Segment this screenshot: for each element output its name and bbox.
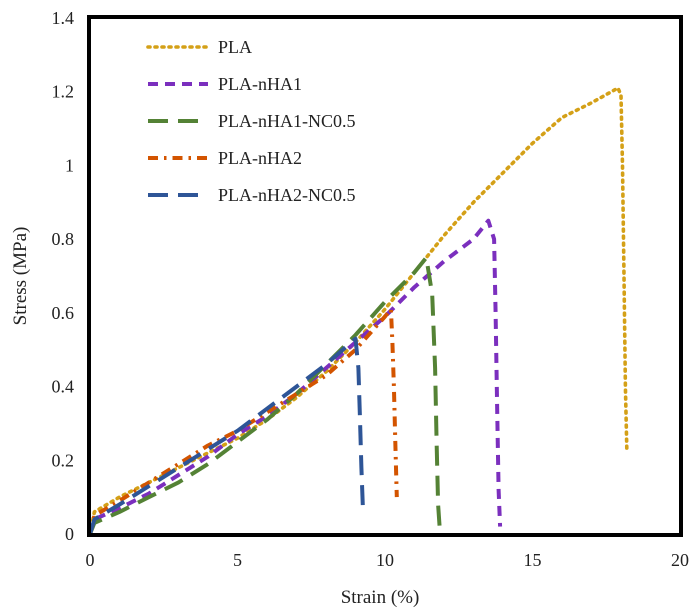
legend: PLA PLA-nHA1 PLA-nHA1-NC0.5 PLA-nHA2 PLA-nHA… — [146, 37, 356, 205]
series-layer — [88, 86, 629, 536]
legend-label: PLA-nHA1-NC0.5 — [218, 111, 356, 131]
x-axis-title: Strain (%) — [341, 587, 420, 608]
y-tick-label: 0.6 — [52, 303, 75, 323]
y-tick-label: 0.4 — [52, 377, 75, 397]
legend-label: PLA-nHA2 — [218, 148, 302, 168]
legend-label: PLA-nHA2-NC0.5 — [218, 185, 356, 205]
series-line-pla-nha2-nc0-5 — [88, 336, 365, 535]
legend-label: PLA-nHA1 — [218, 74, 302, 94]
y-tick-label: 1.4 — [52, 8, 75, 28]
y-tick-label: 0.2 — [52, 450, 75, 470]
x-tick-label: 10 — [376, 550, 394, 570]
plot-frame — [87, 15, 683, 537]
series-line-pla-nha2 — [88, 307, 399, 535]
x-tick-label: 20 — [671, 550, 689, 570]
x-tick-label: 5 — [233, 550, 242, 570]
x-tick-label: 0 — [86, 550, 95, 570]
y-axis-title: Stress (MPa) — [10, 227, 31, 326]
series-line-pla-nha1-nc0-5 — [88, 255, 442, 535]
y-tick-label: 0 — [65, 524, 74, 544]
x-tick-label: 15 — [524, 550, 542, 570]
tick-group: 0 0.2 0.4 0.6 0.8 1 1.2 1.4 0 5 10 15 20 — [52, 8, 690, 570]
y-tick-label: 1 — [65, 155, 74, 175]
y-axis-title-group: Stress (MPa) — [10, 227, 31, 326]
series-line-pla — [88, 86, 629, 536]
y-tick-label: 0.8 — [52, 229, 75, 249]
legend-label: PLA — [218, 37, 252, 57]
y-tick-label: 1.2 — [52, 82, 75, 102]
